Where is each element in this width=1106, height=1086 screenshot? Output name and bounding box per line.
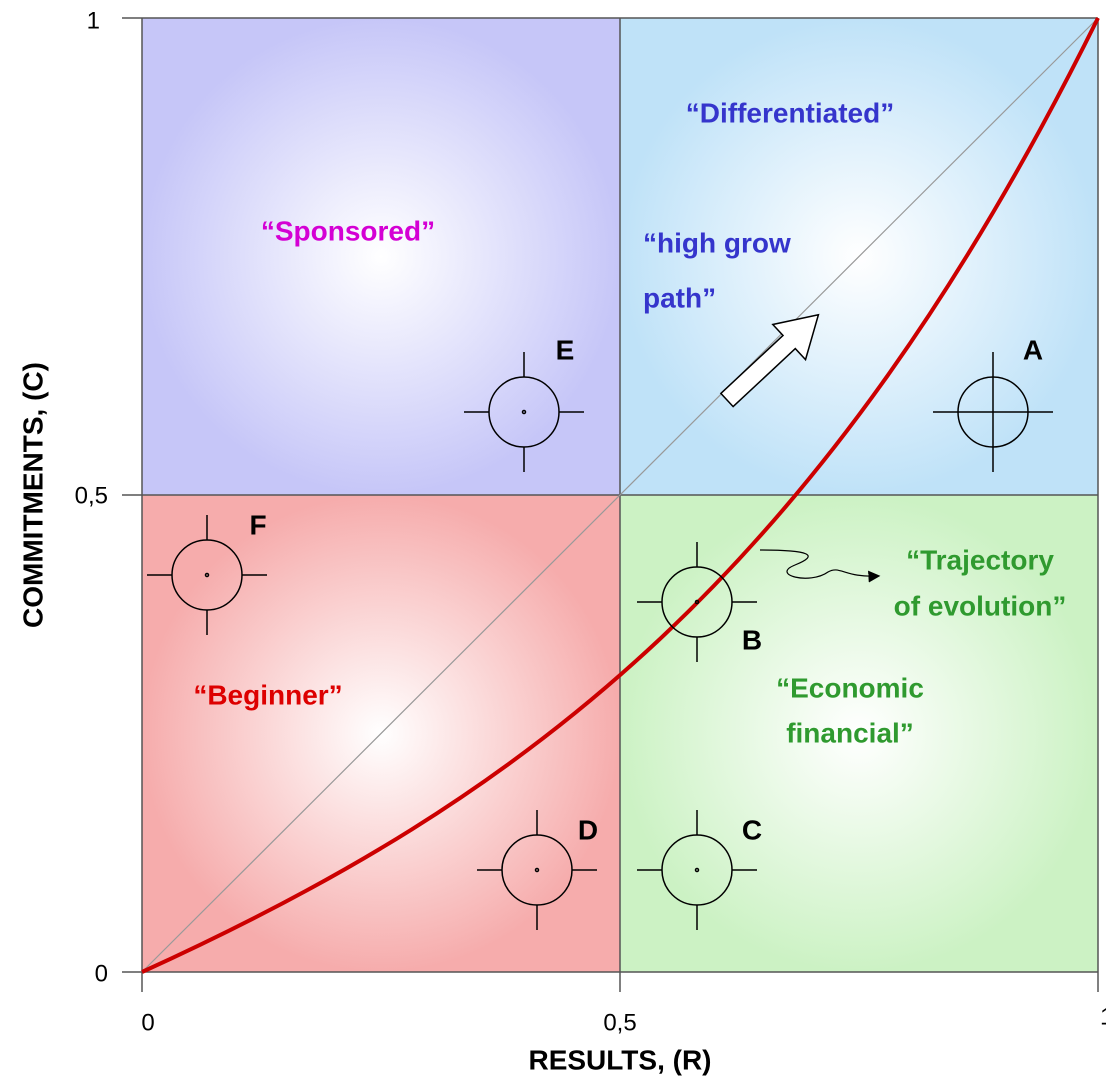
- target-f: [147, 515, 267, 635]
- trajectory-arrow: [759, 549, 881, 583]
- grid: [122, 17, 1099, 992]
- point-label: D: [578, 814, 598, 845]
- point-label: E: [556, 334, 575, 365]
- quadrant-economic: [620, 495, 1098, 972]
- quadrant-label: “Beginner”: [193, 679, 342, 710]
- target-a: [933, 352, 1053, 472]
- x-axis-label: RESULTS, (R): [528, 1044, 711, 1075]
- point-label: A: [1023, 334, 1043, 365]
- y-tick-label: 1: [87, 7, 100, 34]
- diagonal: [141, 17, 1099, 973]
- evolution-curve: [141, 17, 1100, 974]
- annotation: “Trajectory: [906, 544, 1054, 575]
- quadrant-sponsored: [142, 18, 620, 495]
- target-e: [464, 352, 584, 472]
- point-label: B: [742, 624, 762, 655]
- x-tick-label: 0: [141, 1009, 154, 1036]
- quadrant-label: “Sponsored”: [261, 215, 435, 246]
- y-tick-label: 0,5: [75, 482, 108, 509]
- y-tick-label: 0: [95, 960, 108, 987]
- x-tick-label: 0,5: [603, 1009, 636, 1036]
- annotation: of evolution”: [894, 590, 1067, 621]
- quadrant-label: “Economic: [776, 672, 924, 703]
- target-d: [477, 810, 597, 930]
- quadrant-label: financial”: [786, 717, 914, 748]
- growth-arrow: [719, 313, 820, 408]
- point-label: C: [742, 814, 762, 845]
- target-c: [637, 810, 757, 930]
- target-b: [637, 542, 757, 662]
- x-tick-label: 1: [1100, 1003, 1106, 1030]
- annotation: path”: [643, 282, 716, 313]
- point-label: F: [249, 509, 266, 540]
- quadrant-label: “Differentiated”: [686, 97, 894, 128]
- y-axis-label: COMMITMENTS, (C): [17, 362, 48, 628]
- annotation: “high grow: [643, 227, 791, 258]
